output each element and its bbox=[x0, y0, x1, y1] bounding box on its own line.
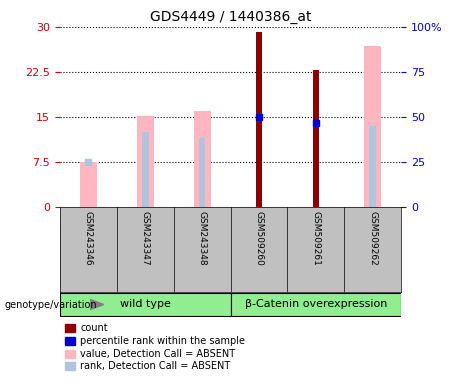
Bar bbox=[80, 162, 97, 207]
Bar bbox=[230, 293, 401, 316]
Text: rank, Detection Call = ABSENT: rank, Detection Call = ABSENT bbox=[80, 361, 230, 371]
Text: wild type: wild type bbox=[120, 299, 171, 310]
Text: count: count bbox=[80, 323, 108, 333]
Bar bbox=[199, 138, 206, 207]
Bar bbox=[369, 126, 376, 207]
Text: GSM509261: GSM509261 bbox=[311, 211, 320, 266]
Bar bbox=[364, 46, 381, 207]
Bar bbox=[313, 70, 319, 207]
Text: value, Detection Call = ABSENT: value, Detection Call = ABSENT bbox=[80, 349, 235, 359]
Polygon shape bbox=[90, 300, 104, 310]
Bar bbox=[136, 116, 154, 207]
Text: GSM509260: GSM509260 bbox=[254, 211, 263, 266]
Text: GSM243346: GSM243346 bbox=[84, 211, 93, 265]
Bar bbox=[256, 32, 262, 207]
Bar bbox=[142, 132, 148, 207]
Text: GSM509262: GSM509262 bbox=[368, 211, 377, 265]
Text: GSM243348: GSM243348 bbox=[198, 211, 207, 265]
Text: percentile rank within the sample: percentile rank within the sample bbox=[80, 336, 245, 346]
Bar bbox=[194, 111, 211, 207]
Text: genotype/variation: genotype/variation bbox=[5, 300, 97, 310]
Text: β-Catenin overexpression: β-Catenin overexpression bbox=[245, 299, 387, 310]
Title: GDS4449 / 1440386_at: GDS4449 / 1440386_at bbox=[150, 10, 311, 25]
Bar bbox=[60, 293, 230, 316]
Text: GSM243347: GSM243347 bbox=[141, 211, 150, 265]
